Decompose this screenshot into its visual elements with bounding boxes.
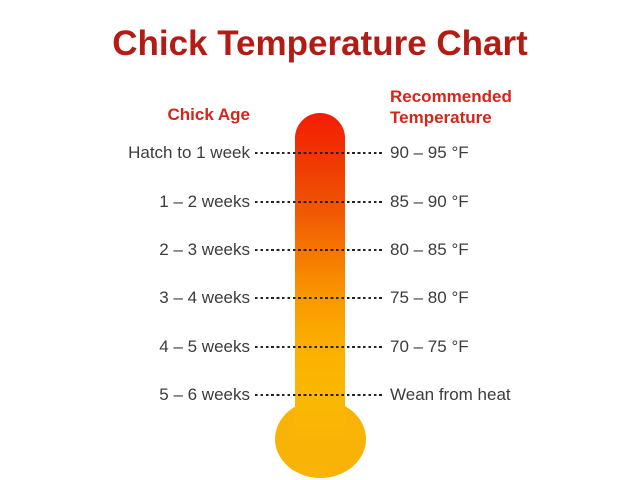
table-row: Hatch to 1 week 90 – 95 °F xyxy=(0,142,640,164)
thermometer-tube xyxy=(295,113,345,440)
temperature-value: 70 – 75 °F xyxy=(390,337,469,356)
temperature-value: 80 – 85 °F xyxy=(390,240,469,259)
age-label: Hatch to 1 week xyxy=(128,143,250,162)
temperature-header-line1: Recommended xyxy=(390,87,512,106)
table-row: 5 – 6 weeks Wean from heat xyxy=(0,384,640,406)
table-row: 4 – 5 weeks 70 – 75 °F xyxy=(0,336,640,358)
table-row: 3 – 4 weeks 75 – 80 °F xyxy=(0,287,640,309)
dotted-leader-line xyxy=(255,200,384,204)
age-column-header: Chick Age xyxy=(167,105,250,124)
temperature-value: 85 – 90 °F xyxy=(390,192,469,211)
temperature-value: 90 – 95 °F xyxy=(390,143,469,162)
age-label: 5 – 6 weeks xyxy=(159,385,250,404)
temperature-value: 75 – 80 °F xyxy=(390,288,469,307)
temperature-value: Wean from heat xyxy=(390,385,511,404)
table-row: 2 – 3 weeks 80 – 85 °F xyxy=(0,239,640,261)
temperature-column-header: Recommended Temperature xyxy=(390,86,512,128)
temperature-header-line2: Temperature xyxy=(390,108,492,127)
age-label: 1 – 2 weeks xyxy=(159,192,250,211)
dotted-leader-line xyxy=(255,151,384,155)
page-title: Chick Temperature Chart xyxy=(112,24,528,63)
table-row: 1 – 2 weeks 85 – 90 °F xyxy=(0,191,640,213)
dotted-leader-line xyxy=(255,345,384,349)
dotted-leader-line xyxy=(255,248,384,252)
dotted-leader-line xyxy=(255,393,384,397)
age-label: 3 – 4 weeks xyxy=(159,288,250,307)
age-label: 2 – 3 weeks xyxy=(159,240,250,259)
dotted-leader-line xyxy=(255,296,384,300)
age-label: 4 – 5 weeks xyxy=(159,337,250,356)
